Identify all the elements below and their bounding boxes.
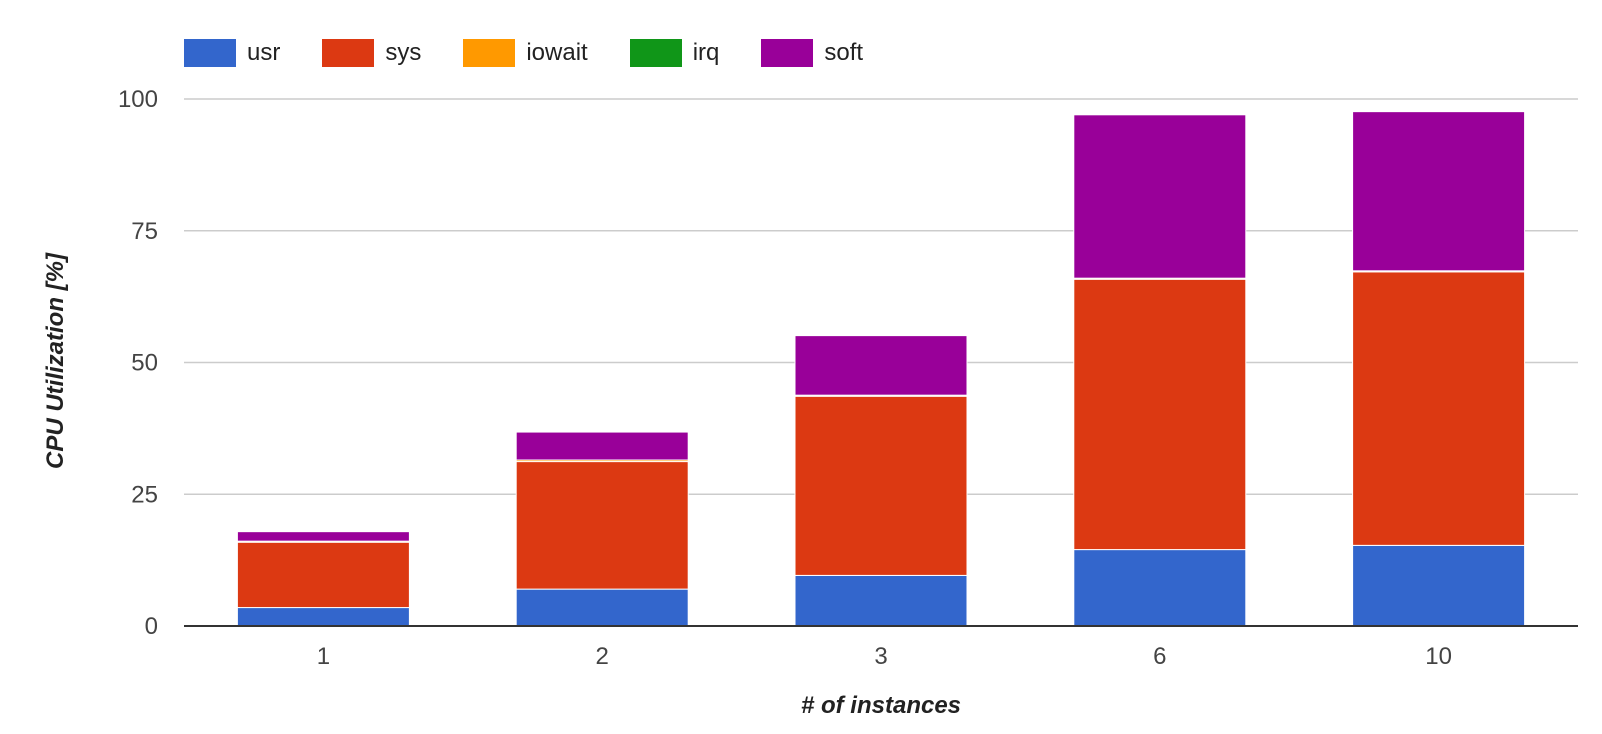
y-axis-title: CPU Utilization [%] — [42, 252, 69, 469]
bar-stack-10[interactable] — [1352, 111, 1526, 627]
bar-soft-1[interactable] — [236, 531, 410, 542]
bar-usr-10[interactable] — [1352, 544, 1526, 627]
bar-sys-6[interactable] — [1073, 278, 1247, 551]
legend: usr sys iowait irq soft — [184, 37, 863, 69]
x-tick-label: 2 — [596, 643, 609, 670]
x-tick-label: 10 — [1425, 643, 1452, 670]
bar-stack-3[interactable] — [794, 335, 968, 627]
legend-label-sys: sys — [385, 39, 422, 66]
bar-sys-2[interactable] — [515, 461, 689, 590]
bar-soft-3[interactable] — [794, 335, 968, 396]
y-tick-label: 50 — [131, 350, 158, 377]
legend-swatch-usr — [184, 39, 236, 67]
legend-item-usr[interactable]: usr — [184, 37, 280, 69]
bar-stack-6[interactable] — [1073, 114, 1247, 627]
legend-swatch-irq — [629, 39, 682, 67]
bar-soft-2[interactable] — [515, 431, 689, 461]
bar-sys-1[interactable] — [236, 541, 410, 609]
legend-item-irq[interactable]: irq — [629, 37, 720, 69]
bar-usr-6[interactable] — [1073, 549, 1247, 627]
legend-item-soft[interactable]: soft — [761, 37, 863, 69]
x-axis-ticks: 1 2 3 6 10 — [317, 643, 1452, 670]
bar-usr-2[interactable] — [515, 588, 689, 627]
x-tick-label: 1 — [317, 643, 330, 670]
bar-stack-1[interactable] — [236, 531, 410, 627]
legend-label-soft: soft — [824, 39, 864, 66]
legend-label-iowait: iowait — [526, 39, 588, 66]
legend-label-irq: irq — [692, 39, 720, 66]
legend-swatch-iowait — [463, 39, 516, 67]
y-axis-ticks: 0 25 50 75 100 — [118, 86, 158, 640]
y-tick-label: 25 — [131, 481, 158, 508]
bar-stack-2[interactable] — [515, 431, 689, 627]
x-tick-label: 6 — [1153, 643, 1166, 670]
legend-item-iowait[interactable]: iowait — [463, 37, 588, 69]
bar-sys-10[interactable] — [1352, 271, 1526, 546]
legend-label-usr: usr — [247, 39, 281, 66]
y-tick-label: 0 — [145, 613, 158, 640]
y-tick-label: 75 — [131, 218, 158, 245]
bars — [236, 111, 1526, 627]
bar-soft-10[interactable] — [1352, 111, 1526, 272]
x-axis-title: # of instances — [801, 692, 961, 719]
bar-usr-3[interactable] — [794, 574, 968, 627]
legend-swatch-soft — [761, 39, 814, 67]
legend-swatch-sys — [322, 39, 375, 67]
bar-sys-3[interactable] — [794, 395, 968, 576]
bar-soft-6[interactable] — [1073, 114, 1247, 279]
bar-usr-1[interactable] — [236, 607, 410, 627]
legend-item-sys[interactable]: sys — [322, 37, 421, 69]
x-tick-label: 3 — [874, 643, 887, 670]
y-tick-label: 100 — [118, 86, 158, 113]
